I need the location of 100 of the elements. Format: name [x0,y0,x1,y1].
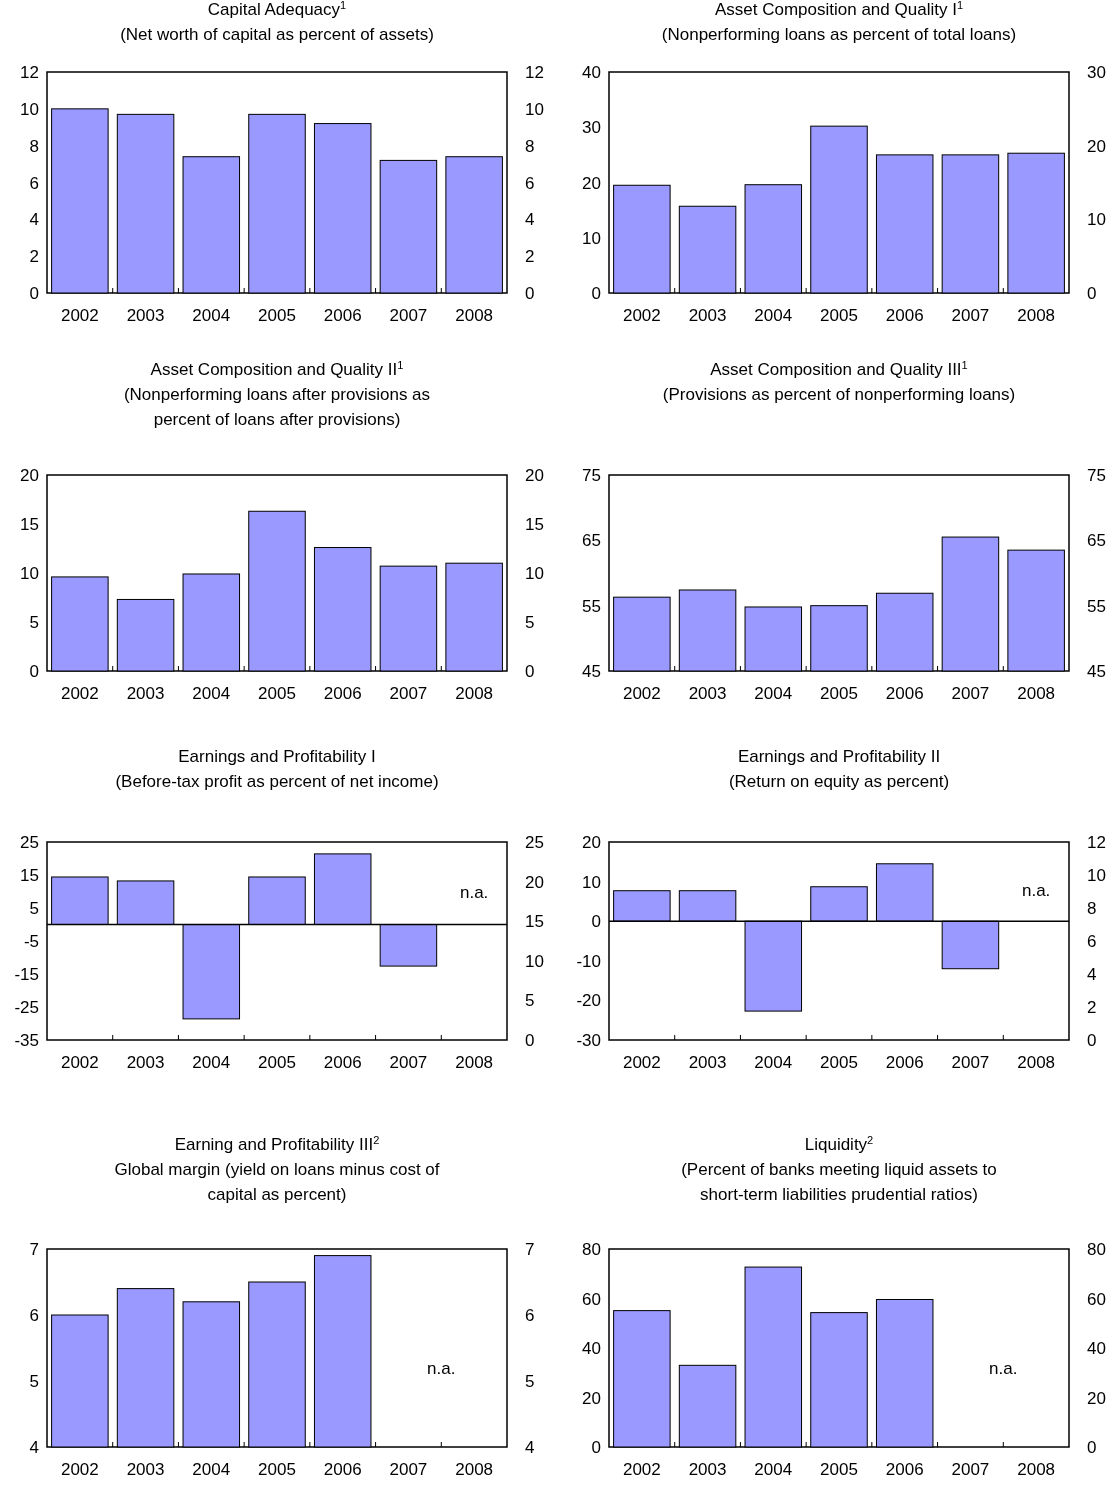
y2-tick-label: 75 [1087,466,1106,485]
y-tick-label: 10 [20,564,39,583]
y2-tick-label: 80 [1087,1240,1106,1259]
y-tick-label: -25 [14,998,39,1017]
x-tick-label: 2005 [820,1053,858,1072]
y2-tick-label: 45 [1087,662,1106,681]
x-tick-label: 2007 [951,306,990,325]
y2-tick-label: 20 [1087,1388,1106,1408]
x-tick-label: 2006 [885,1053,924,1072]
chart-title: Earnings and Profitability I [178,747,376,766]
x-tick-label: 2008 [1017,1460,1056,1479]
y2-tick-label: 12 [525,63,544,82]
y-tick-label: 65 [582,531,601,551]
y2-tick-label: 5 [525,1372,535,1391]
x-tick-label: 2003 [688,1053,727,1072]
x-tick-label: 2004 [754,1053,793,1072]
chart-title: Earning and Profitability III$^{2}$ [174,1134,380,1154]
y-tick-label: 12 [20,63,39,82]
x-tick-label: 2008 [455,684,494,703]
y2-tick-label: 10 [525,564,544,583]
x-tick-label: 2005 [258,1460,296,1479]
chart-title: Asset Composition and Quality I$^{1}$ [714,0,964,19]
chart-subtitle: (Return on equity as percent) [728,772,950,791]
y-tick-label: 0 [29,662,39,681]
y-tick-label: 0 [591,1438,601,1457]
y-tick-label: 5 [29,1372,39,1391]
y-tick-label: 30 [582,118,601,138]
y2-tick-label: 4 [525,210,535,230]
y2-tick-label: 4 [525,1438,535,1457]
x-tick-label: 2002 [60,1460,99,1479]
y-tick-label: 7 [29,1240,39,1259]
y2-tick-label: 25 [525,833,544,852]
y2-tick-label: 0 [525,284,535,303]
y2-tick-label: 8 [1087,899,1097,918]
y-tick-label: -5 [23,932,39,951]
x-tick-label: 2003 [126,306,165,325]
chart-subtitle: (Net worth of capital as percent of assets) [120,25,434,44]
x-tick-label: 2005 [820,684,858,703]
y-tick-label: 6 [29,173,39,193]
x-tick-label: 2007 [951,1053,990,1072]
y2-tick-label: 40 [1087,1339,1106,1358]
x-tick-label: 2008 [455,1460,494,1479]
x-tick-label: 2003 [126,1460,165,1479]
y2-tick-label: 4 [1087,965,1097,984]
chart-subtitle: (Nonperforming loans as percent of total loans) [661,25,1017,44]
annotation: n.a. [427,1358,456,1378]
y2-tick-label: 10 [1087,210,1106,230]
x-tick-label: 2007 [951,1460,990,1479]
x-tick-label: 2002 [60,306,99,325]
y2-tick-label: 0 [1087,284,1097,303]
y-tick-label: 25 [20,833,39,852]
y2-tick-label: 5 [525,613,535,632]
y-tick-label: 45 [582,662,601,681]
x-tick-label: 2006 [323,1460,362,1479]
chart-subtitle: (Before-tax profit as percent of net income) [115,772,439,791]
x-tick-label: 2003 [688,306,727,325]
y-tick-label: -15 [14,965,39,984]
y-tick-label: 5 [29,899,39,918]
x-tick-label: 2005 [820,306,858,325]
y-tick-label: 0 [591,912,601,932]
y-tick-label: 55 [582,596,601,616]
chart-subtitle: (Percent of banks meeting liquid assets to short-term liabilities prudential ratios) [681,1160,997,1204]
chart-title: Liquidity$^{2}$ [804,1134,874,1154]
x-tick-label: 2004 [192,684,231,703]
chart-title: Asset Composition and Quality II$^{1}$ [150,359,404,379]
y-tick-label: 4 [29,1438,39,1457]
x-tick-label: 2008 [1017,684,1056,703]
y2-tick-label: 60 [1087,1289,1106,1309]
chart-title: Asset Composition and Quality III$^{1}$ [710,359,968,379]
y2-tick-label: 12 [1087,833,1106,852]
y2-tick-label: 10 [525,951,544,971]
x-tick-label: 2008 [1017,306,1056,325]
x-tick-label: 2004 [192,1460,231,1479]
y2-tick-label: 15 [525,515,544,534]
y2-tick-label: 20 [525,466,544,485]
y2-tick-label: 10 [1087,866,1106,885]
x-tick-label: 2007 [389,684,428,703]
y-tick-label: 20 [582,833,601,852]
annotation: n.a. [1021,880,1051,900]
y-tick-label: 20 [582,1388,601,1408]
x-tick-label: 2004 [192,306,231,325]
x-tick-label: 2002 [60,1053,99,1072]
x-tick-label: 2008 [455,306,494,325]
y2-tick-label: 7 [525,1240,535,1259]
y-tick-label: 40 [582,63,601,82]
y-tick-label: 20 [582,173,601,193]
chart-subtitle: (Nonperforming loans after provisions as percent of loans after provisions) [123,385,431,429]
y2-tick-label: 15 [525,912,544,932]
x-tick-label: 2004 [192,1053,231,1072]
y-tick-label: 75 [582,466,601,485]
chart-title: Capital Adequacy$^{1}$ [207,0,347,19]
y2-tick-label: 0 [1087,1031,1097,1050]
x-tick-label: 2004 [754,1460,793,1479]
y2-tick-label: 0 [1087,1438,1097,1457]
x-tick-label: 2006 [323,684,362,703]
y-tick-label: 10 [20,99,39,119]
y2-tick-label: 30 [1087,63,1106,82]
y2-tick-label: 55 [1087,596,1106,616]
y-tick-label: 0 [29,284,39,303]
y-tick-label: 5 [29,613,39,632]
